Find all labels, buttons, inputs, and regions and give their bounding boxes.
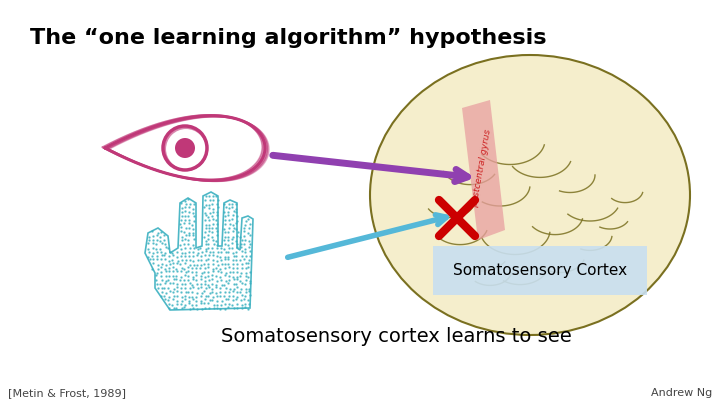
Text: Somatosensory Cortex: Somatosensory Cortex	[453, 263, 627, 278]
Text: [Metin & Frost, 1989]: [Metin & Frost, 1989]	[8, 388, 126, 398]
Polygon shape	[462, 100, 505, 240]
Text: postcentral gyrus: postcentral gyrus	[469, 128, 492, 208]
Text: Andrew Ng: Andrew Ng	[651, 388, 712, 398]
Text: The “one learning algorithm” hypothesis: The “one learning algorithm” hypothesis	[30, 28, 546, 48]
FancyBboxPatch shape	[433, 246, 647, 295]
Text: Somatosensory cortex learns to see: Somatosensory cortex learns to see	[220, 327, 572, 345]
Circle shape	[175, 138, 195, 158]
Ellipse shape	[370, 55, 690, 335]
